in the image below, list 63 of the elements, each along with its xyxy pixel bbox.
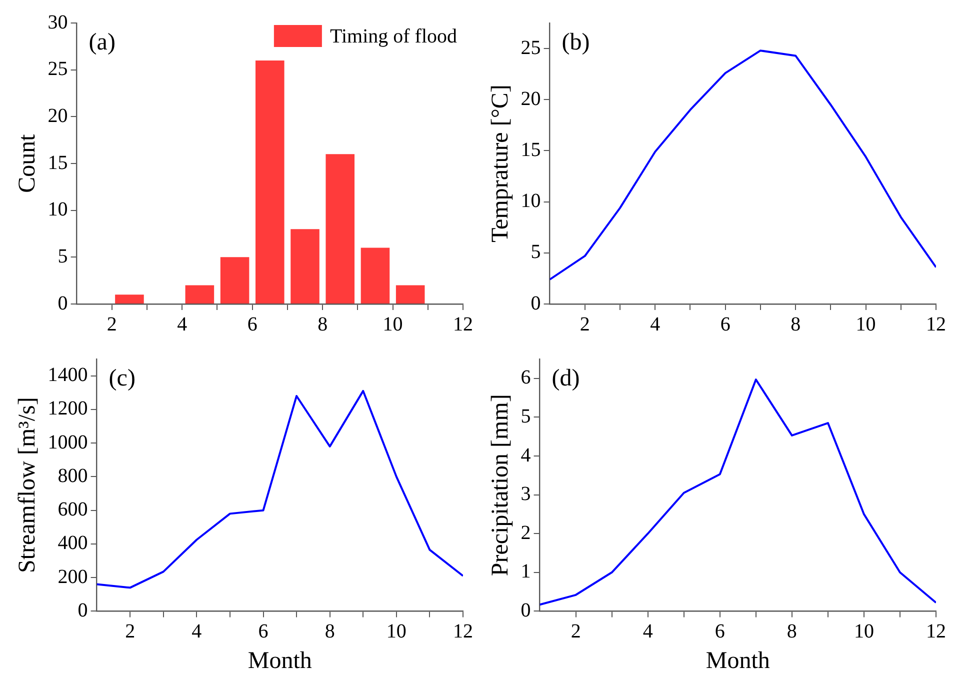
x-tick-label: 8: [318, 313, 328, 336]
y-tick-label: 5: [58, 245, 68, 268]
x-tick-label: 10: [854, 620, 874, 642]
x-tick-label: 2: [106, 313, 117, 336]
y-tick-label: 3: [520, 483, 531, 506]
x-tick-label: 2: [125, 620, 136, 642]
x-tick-label: 12: [453, 620, 473, 642]
x-tick-label: 8: [324, 620, 335, 642]
y-tick-label: 1200: [48, 398, 88, 420]
x-tick-label: 12: [926, 620, 946, 642]
y-tick-label: 0: [530, 292, 541, 314]
x-tick-label: 10: [386, 620, 406, 642]
y-tick-label: 400: [58, 532, 88, 554]
annotation: (d): [552, 365, 580, 392]
x-tick-label: 6: [247, 313, 258, 336]
y-tick-label: 0: [58, 292, 68, 314]
x-tick-label: 2: [580, 313, 590, 336]
y-tick-label: 30: [48, 11, 68, 34]
x-tick-label: 8: [786, 620, 797, 642]
y-tick-label: 1: [520, 560, 531, 583]
y-tick-label: 15: [48, 152, 68, 174]
x-axis-title: Month: [248, 648, 312, 674]
y-axis-title: Streamflow [m³/s]: [14, 397, 41, 574]
legend-label: Timing of flood: [330, 25, 457, 48]
x-tick-label: 6: [714, 620, 725, 642]
y-tick-label: 6: [520, 366, 531, 389]
y-tick-label: 5: [520, 405, 531, 428]
y-tick-label: 20: [48, 104, 68, 127]
y-tick-label: 1000: [48, 431, 88, 454]
y-tick-label: 2: [520, 522, 531, 544]
y-tick-label: 15: [520, 138, 541, 161]
x-tick-label: 2: [570, 620, 581, 642]
y-tick-label: 1400: [48, 364, 88, 386]
x-tick-label: 6: [720, 313, 730, 336]
x-axis-title: Month: [706, 648, 770, 674]
y-tick-label: 25: [520, 36, 541, 59]
y-tick-label: 10: [520, 190, 541, 212]
x-tick-label: 4: [642, 620, 653, 642]
annotation: (b): [562, 29, 590, 56]
x-tick-label: 4: [650, 313, 660, 336]
y-tick-label: 5: [530, 241, 541, 264]
y-axis-title: Temprature [°C]: [488, 84, 514, 242]
x-tick-label: 6: [258, 620, 268, 642]
x-tick-label: 12: [453, 313, 473, 336]
y-tick-label: 0: [520, 599, 531, 622]
y-tick-label: 20: [520, 88, 541, 110]
y-tick-label: 10: [48, 198, 68, 221]
x-tick-label: 10: [856, 313, 876, 336]
y-tick-label: 800: [58, 464, 88, 487]
y-tick-label: 25: [48, 58, 68, 80]
y-tick-label: 600: [58, 498, 88, 521]
y-tick-label: 200: [58, 566, 88, 588]
x-tick-label: 10: [382, 313, 403, 336]
annotation: (a): [88, 29, 116, 56]
x-tick-label: 4: [177, 313, 188, 336]
y-tick-label: 4: [520, 444, 531, 466]
x-tick-label: 12: [926, 313, 946, 336]
x-tick-label: 8: [790, 313, 801, 336]
annotation: (c): [108, 365, 136, 392]
y-axis-title: Count: [14, 134, 41, 193]
y-axis-title: Precipitation [mm]: [488, 394, 514, 576]
x-tick-label: 4: [192, 620, 202, 642]
y-tick-label: 0: [78, 599, 88, 622]
